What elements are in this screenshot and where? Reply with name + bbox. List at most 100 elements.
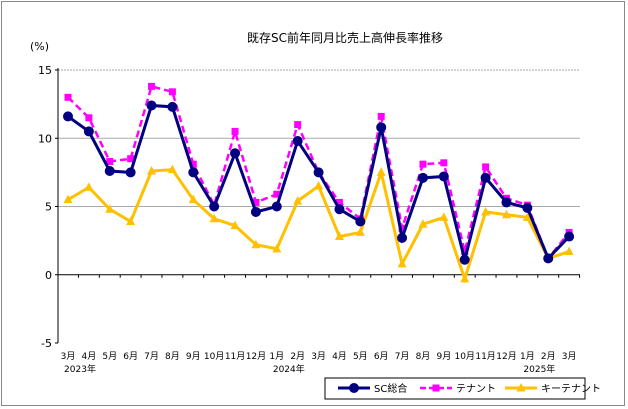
data-point-square (252, 198, 260, 206)
data-point-triangle (209, 213, 219, 223)
x-tick-label: 12月 (496, 351, 516, 362)
x-tick-label: 3月 (311, 351, 326, 362)
x-tick-label: 5月 (102, 351, 117, 362)
x-tick-label: 2月 (290, 351, 305, 362)
x-tick-label: 9月 (436, 351, 451, 362)
data-point-square (189, 160, 197, 168)
x-tick-label: 2月 (541, 351, 556, 362)
data-point-triangle (167, 164, 177, 174)
year-label: 2025年 (523, 363, 555, 375)
year-label: 2023年 (64, 363, 96, 375)
x-tick-label: 5月 (353, 351, 368, 362)
data-point-triangle (293, 196, 303, 205)
data-point-circle (230, 148, 241, 159)
x-tick-label: 8月 (416, 351, 431, 362)
y-axis-label: (%) (30, 40, 49, 53)
legend-box (324, 377, 586, 400)
data-point-circle (543, 253, 554, 264)
data-point-square (64, 93, 72, 101)
data-point-circle (313, 167, 324, 178)
data-point-circle (349, 383, 359, 393)
data-point-square (273, 190, 281, 198)
y-tick-label: 5 (45, 201, 52, 214)
data-point-triangle (84, 182, 94, 191)
data-point-triangle (522, 212, 532, 221)
legend-label: SC総合 (374, 382, 407, 395)
data-point-square (432, 384, 440, 392)
legend-label: キーテナント (541, 383, 601, 395)
data-point-triangle (355, 227, 365, 236)
data-point-triangle (126, 216, 136, 226)
data-point-triangle (272, 243, 282, 253)
data-point-triangle (376, 167, 386, 176)
data-point-circle (188, 167, 199, 178)
x-tick-label: 7月 (395, 351, 410, 362)
y-tick-label: 15 (38, 64, 52, 77)
data-point-triangle (418, 219, 428, 228)
data-point-circle (104, 166, 115, 177)
x-tick-label: 6月 (123, 351, 138, 362)
data-point-square (377, 112, 385, 120)
data-point-square (440, 159, 448, 167)
x-tick-label: 7月 (144, 351, 159, 362)
x-tick-label: 9月 (186, 351, 201, 362)
x-tick-label: 4月 (82, 351, 97, 362)
data-point-circle (334, 204, 345, 215)
data-point-circle (125, 167, 136, 178)
data-point-triangle (564, 246, 574, 256)
legend: SC総合 テナント キーテナント (324, 377, 601, 400)
x-tick-label: 11月 (225, 351, 245, 362)
data-point-circle (355, 216, 366, 227)
data-point-square (231, 127, 239, 135)
data-point-triangle (460, 273, 470, 283)
data-point-square (461, 248, 469, 256)
x-tick-label: 3月 (61, 351, 76, 362)
data-point-circle (209, 201, 220, 212)
data-point-circle (376, 122, 387, 133)
data-point-triangle (516, 383, 526, 392)
x-tick-label: 12月 (246, 351, 266, 362)
data-point-circle (417, 172, 428, 183)
x-tick-label: 3月 (562, 351, 577, 362)
data-point-triangle (105, 204, 115, 213)
x-tick-label: 1月 (269, 351, 284, 362)
data-point-circle (564, 231, 575, 242)
series-0 (63, 100, 575, 265)
data-point-circle (167, 101, 178, 112)
data-point-triangle (439, 212, 449, 221)
data-point-circle (397, 232, 408, 243)
data-point-triangle (501, 209, 511, 219)
x-tick-label: 11月 (475, 351, 495, 362)
y-tick-label: 0 (45, 269, 52, 282)
data-point-triangle (230, 220, 240, 230)
chart-title: 既存SC前年同月比売上高伸長率推移 (247, 30, 443, 45)
data-point-triangle (481, 206, 491, 216)
data-point-triangle (251, 239, 261, 249)
data-point-circle (63, 111, 73, 122)
series-2 (63, 164, 574, 284)
x-tick-label: 10月 (204, 351, 224, 362)
data-point-circle (438, 171, 449, 182)
x-tick-label: 4月 (332, 351, 347, 362)
data-point-square (398, 224, 406, 232)
data-point-circle (292, 135, 303, 146)
x-tick-label: 6月 (374, 351, 389, 362)
data-point-square (148, 82, 156, 90)
data-point-square (482, 163, 490, 171)
data-point-circle (459, 254, 470, 265)
data-point-triangle (397, 258, 407, 268)
data-point-square (127, 155, 135, 163)
data-point-circle (501, 197, 512, 208)
x-tick-label: 1月 (520, 351, 535, 362)
y-tick-label: 10 (38, 132, 52, 145)
data-point-triangle (147, 166, 157, 175)
x-tick-label: 10月 (454, 351, 474, 362)
data-point-circle (271, 201, 282, 212)
data-point-triangle (188, 194, 198, 204)
legend-label: テナント (456, 383, 496, 395)
data-point-square (419, 160, 427, 168)
x-tick-label: 8月 (165, 351, 180, 362)
data-point-square (85, 114, 93, 122)
